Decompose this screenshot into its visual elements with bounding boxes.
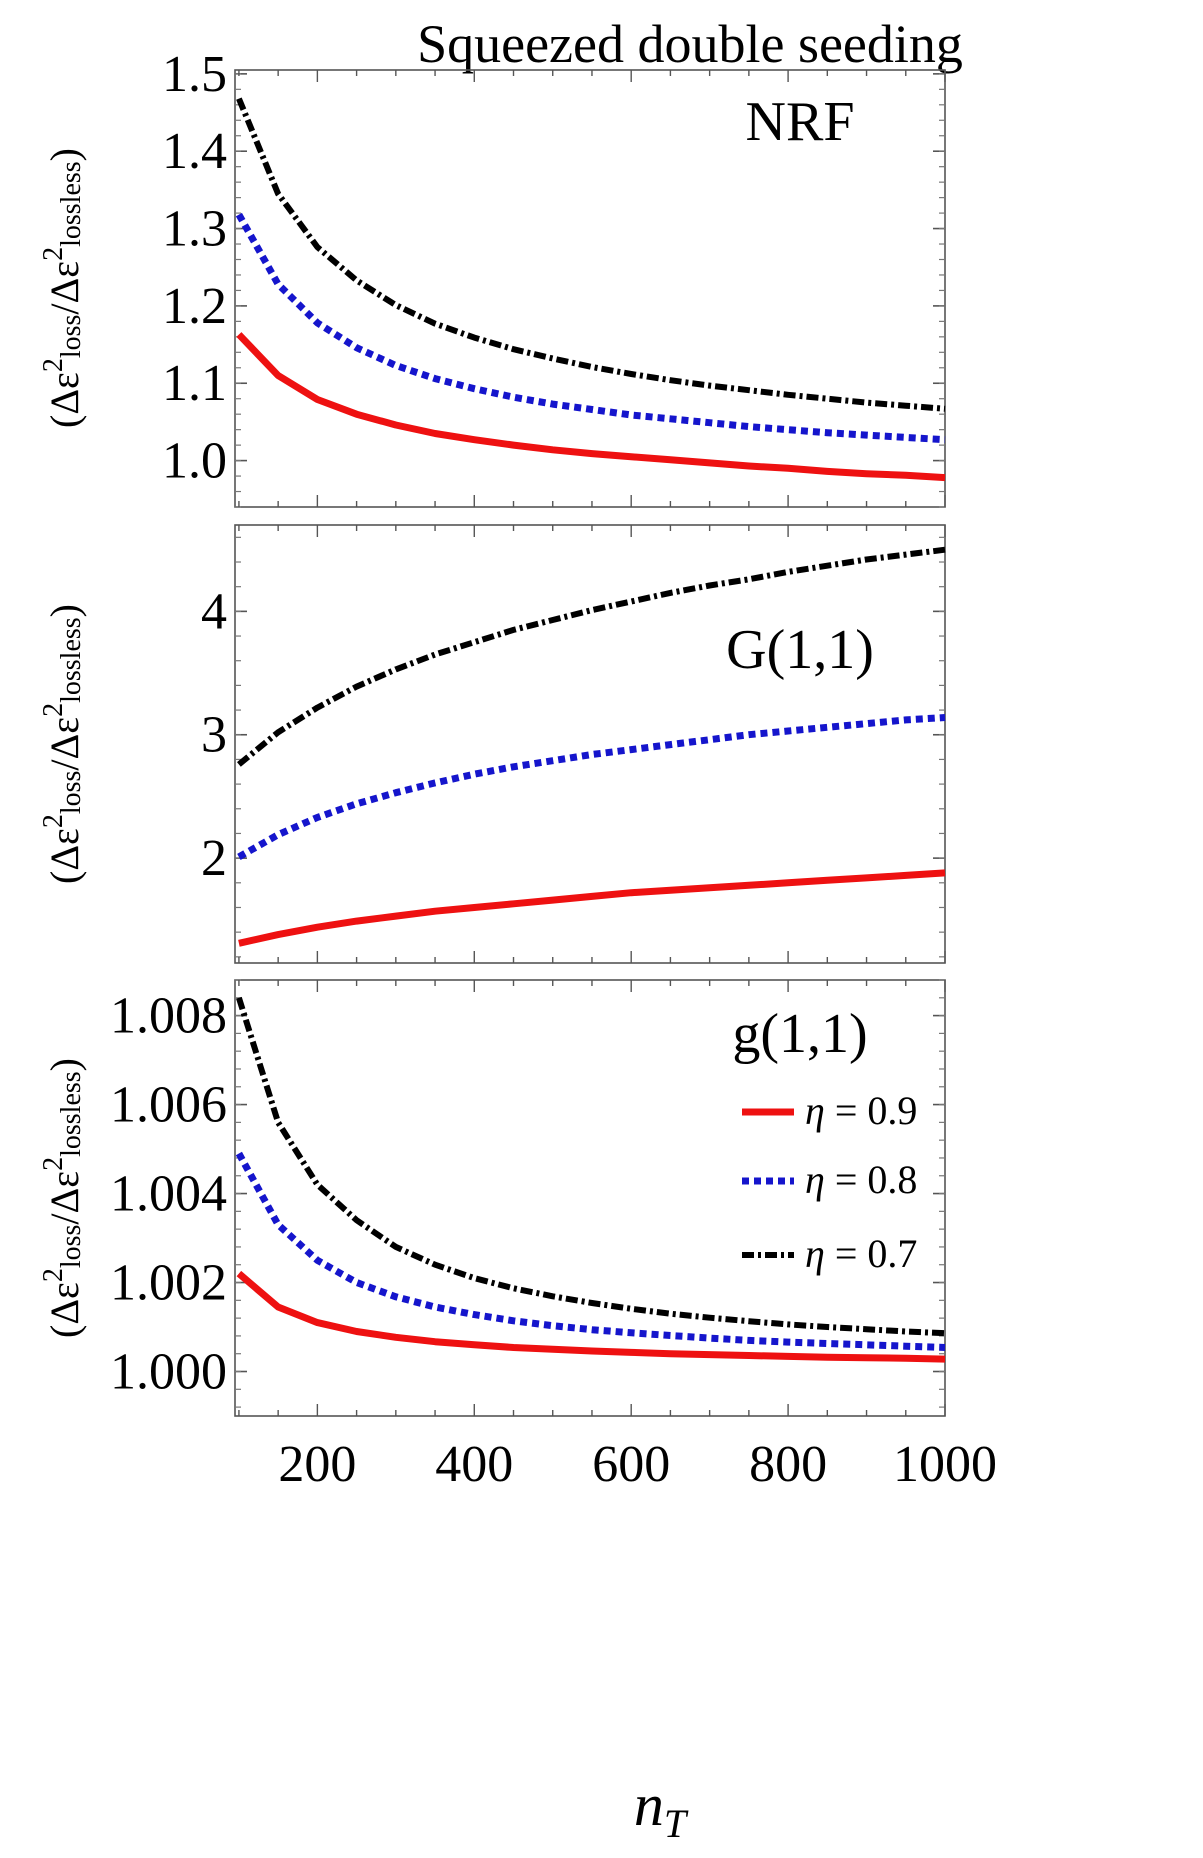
y-axis-label-part: /: [42, 759, 87, 771]
y-axis-label-part: (: [42, 1325, 87, 1338]
y-axis-label-part: 2: [38, 814, 69, 828]
y-axis-label-part: lossless: [56, 1071, 87, 1157]
x-axis-label: nT: [634, 1772, 689, 1846]
y-axis-label-part: Δε: [42, 372, 87, 415]
y-axis-label-part: 2: [38, 1268, 69, 1282]
panel-label: g(1,1): [732, 1003, 867, 1065]
y-tick-label: 1.000: [110, 1344, 227, 1401]
legend: η = 0.9η = 0.8η = 0.7: [742, 1088, 917, 1276]
chart-title: Squeezed double seeding: [417, 14, 963, 74]
legend-value: = 0.7: [825, 1231, 918, 1276]
panel-label: G(1,1): [726, 619, 874, 681]
y-axis-label-part: 2: [38, 1157, 69, 1171]
y-tick-label: 1.1: [162, 355, 227, 412]
y-axis-label: (Δε2loss/Δε2lossless): [38, 1058, 87, 1338]
y-axis-label-part: 2: [38, 247, 69, 261]
y-tick-label: 3: [201, 707, 227, 764]
legend-value: = 0.8: [825, 1157, 918, 1202]
series-line-solid: [238, 869, 946, 947]
panel-1: 1.01.11.21.31.41.5NRF(Δε2loss/Δε2lossles…: [38, 46, 946, 508]
series-line-dotted: [235, 1151, 946, 1351]
series-line-solid: [236, 1270, 946, 1363]
panel-frame: [234, 69, 946, 508]
y-tick-label: 2: [201, 830, 227, 887]
y-tick-label: 4: [201, 583, 227, 640]
legend-label: η = 0.7: [805, 1231, 917, 1276]
panel-frame: [234, 979, 946, 1417]
legend-symbol: η: [805, 1088, 825, 1133]
y-axis-label-part: 2: [38, 703, 69, 717]
x-axis-label-main: n: [634, 1772, 664, 1838]
y-axis-label-part: 2: [38, 358, 69, 372]
y-axis-label-part: Δε: [42, 1171, 87, 1214]
x-axis-label-subscript: T: [664, 1801, 689, 1846]
x-tick-label: 800: [749, 1436, 827, 1493]
y-axis-label-part: lossless: [56, 617, 87, 703]
legend-symbol: η: [805, 1157, 825, 1202]
legend-value: = 0.9: [825, 1088, 918, 1133]
y-tick-label: 1.0: [162, 433, 227, 490]
y-axis-label-part: Δε: [42, 1282, 87, 1325]
x-tick-label: 400: [435, 1436, 513, 1493]
y-axis-label-part: lossless: [56, 161, 87, 247]
y-tick-label: 1.2: [162, 278, 227, 335]
panels-layer: 1.01.11.21.31.41.5NRF(Δε2loss/Δε2lossles…: [38, 46, 997, 1493]
y-axis-label-part: ): [42, 148, 87, 161]
y-axis-label-part: Δε: [42, 261, 87, 304]
y-tick-label: 1.004: [110, 1166, 227, 1223]
panel-3: 1.000 1.002 1.004 1.006 1.008 200 400 600 800 100…: [38, 979, 997, 1493]
x-tick-label: 200: [278, 1436, 356, 1493]
y-axis-label-part: /: [42, 303, 87, 315]
y-axis-label-part: (: [42, 415, 87, 428]
y-axis-label: (Δε2loss/Δε2lossless): [38, 604, 87, 884]
series-line-dashdot: [236, 996, 946, 1337]
series-line-dotted: [235, 212, 946, 444]
legend-label: η = 0.8: [805, 1157, 917, 1202]
y-axis-label-part: loss: [56, 1225, 87, 1269]
y-tick-label: 1.002: [110, 1255, 227, 1312]
x-tick-label: 600: [592, 1436, 670, 1493]
panel-frame: [234, 524, 946, 964]
y-axis-label-part: ): [42, 604, 87, 617]
y-axis-label-part: loss: [56, 771, 87, 815]
y-tick-label: 1.4: [162, 123, 227, 180]
y-tick-label: 1.3: [162, 201, 227, 258]
y-tick-label: 1.006: [110, 1077, 227, 1134]
y-axis-label-part: (: [42, 871, 87, 884]
series-line-dotted: [237, 714, 946, 860]
y-axis-label-part: Δε: [42, 828, 87, 871]
y-axis-label-part: /: [42, 1213, 87, 1225]
series-line-solid: [236, 332, 946, 482]
y-tick-label: 1.5: [162, 46, 227, 103]
legend-label: η = 0.9: [805, 1088, 917, 1133]
y-tick-label: 1.008: [110, 988, 227, 1045]
y-axis-label: (Δε2loss/Δε2lossless): [38, 148, 87, 428]
y-axis-label-part: loss: [56, 315, 87, 359]
legend-symbol: η: [805, 1231, 825, 1276]
panel-label: NRF: [746, 91, 855, 153]
series-line-dashdot: [236, 546, 946, 767]
y-axis-label-part: Δε: [42, 717, 87, 760]
y-axis-label-part: ): [42, 1058, 87, 1071]
x-tick-label: 1000: [893, 1436, 997, 1493]
